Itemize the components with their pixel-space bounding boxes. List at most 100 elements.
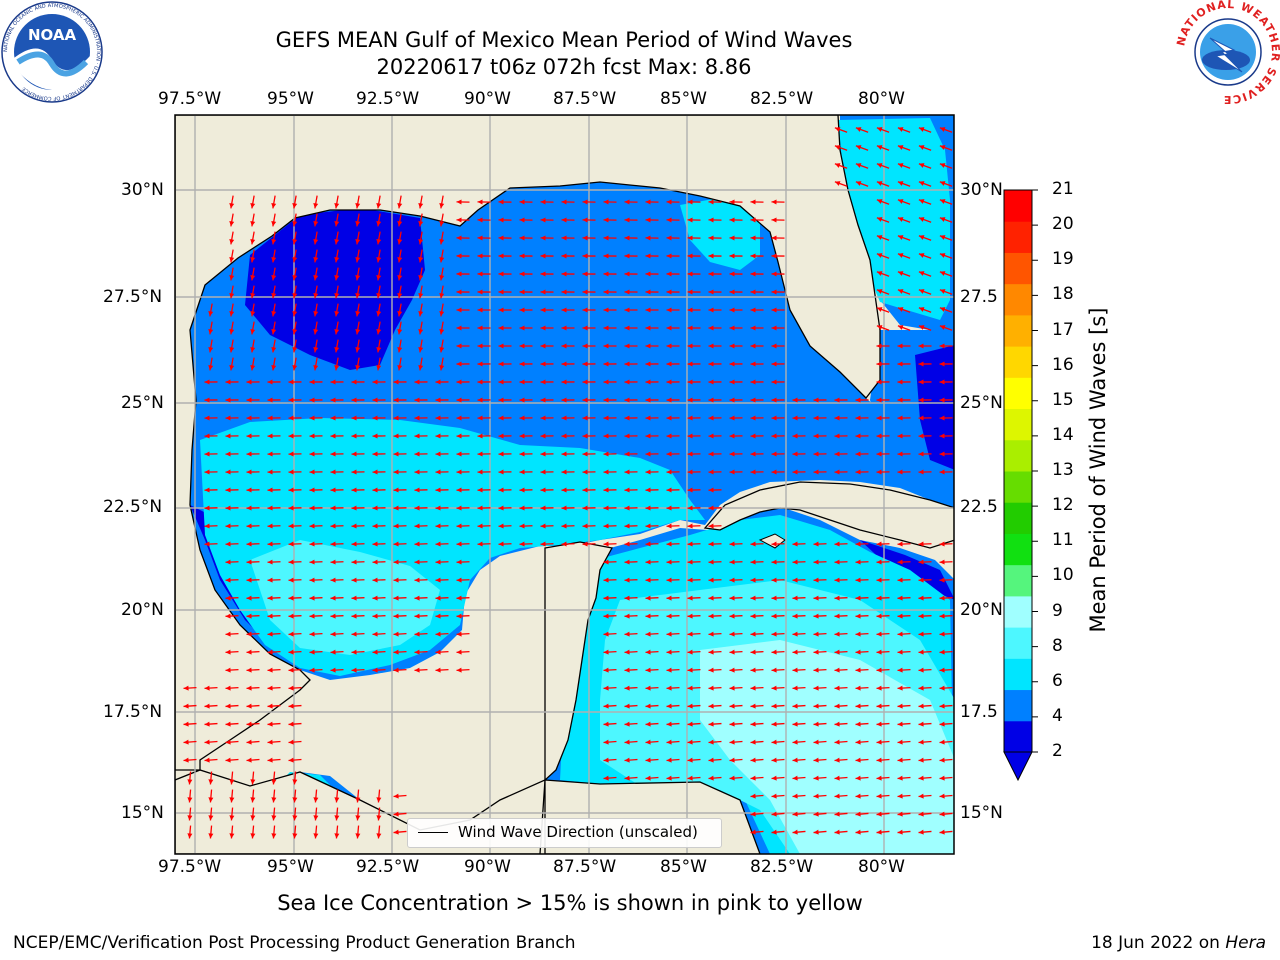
wave-direction-arrowhead <box>372 433 378 439</box>
wave-direction-arrowhead <box>456 235 462 241</box>
wave-direction-arrowhead <box>414 631 420 637</box>
wave-direction-arrowhead <box>225 541 231 547</box>
wave-direction-arrowhead <box>687 433 693 439</box>
wave-direction-arrowhead <box>708 235 714 241</box>
wave-direction-arrowhead <box>519 379 525 385</box>
wave-direction-arrowhead <box>771 649 777 655</box>
wave-direction-arrowhead <box>355 833 361 839</box>
wave-direction-arrowhead <box>750 253 756 259</box>
wave-direction-arrowhead <box>288 649 294 655</box>
wave-direction-arrowhead <box>834 595 840 601</box>
wave-direction-arrowhead <box>813 595 819 601</box>
wave-direction-arrowhead <box>897 145 904 150</box>
wave-direction-arrowhead <box>393 505 399 511</box>
wave-direction-arrowhead <box>355 311 361 317</box>
wave-direction-arrowhead <box>771 559 777 565</box>
wave-direction-arrowhead <box>939 127 946 132</box>
wave-direction-arrowhead <box>519 505 525 511</box>
wave-direction-arrowhead <box>918 235 925 240</box>
wave-direction-arrowhead <box>897 595 903 601</box>
wave-direction-arrowhead <box>750 541 756 547</box>
wave-direction-arrowhead <box>708 289 714 295</box>
wave-direction-arrowhead <box>666 667 672 673</box>
wave-direction-arrowhead <box>645 415 651 421</box>
wave-direction-arrowhead <box>204 433 210 439</box>
wave-direction-arrowhead <box>666 307 672 313</box>
wave-direction-arrowhead <box>229 329 235 335</box>
legend-label: Wind Wave Direction (unscaled) <box>458 823 698 841</box>
colorbar-tick-label: 11 <box>1052 530 1074 551</box>
wave-direction-arrowhead <box>519 253 525 259</box>
wave-direction-arrowhead <box>750 415 756 421</box>
wave-direction-arrowhead <box>939 667 945 673</box>
wave-direction-arrowhead <box>271 365 277 371</box>
wave-direction-arrowhead <box>498 361 504 367</box>
wave-direction-arrowhead <box>876 775 882 781</box>
wave-direction-arrowhead <box>876 433 882 439</box>
wave-direction-arrowhead <box>792 631 798 637</box>
wave-direction-arrowhead <box>876 631 882 637</box>
wave-direction-arrowhead <box>393 523 399 529</box>
wave-direction-arrowhead <box>414 523 420 529</box>
wave-direction-arrowhead <box>267 433 273 439</box>
wave-direction-arrowhead <box>582 541 588 547</box>
wave-direction-arrowhead <box>397 221 403 227</box>
wave-direction-arrowhead <box>372 613 378 619</box>
wave-direction-arrowhead <box>729 451 735 457</box>
wave-direction-arrowhead <box>708 541 714 547</box>
wave-direction-arrowhead <box>561 217 567 223</box>
wave-direction-arrowhead <box>540 325 546 331</box>
wave-direction-arrowhead <box>309 397 315 403</box>
wave-direction-arrowhead <box>246 721 252 727</box>
wave-direction-arrowhead <box>355 257 361 263</box>
wave-direction-arrowhead <box>624 541 630 547</box>
wave-direction-arrowhead <box>418 221 424 227</box>
wave-direction-arrowhead <box>292 797 298 803</box>
wave-direction-arrowhead <box>561 325 567 331</box>
wave-direction-arrowhead <box>666 577 672 583</box>
wave-direction-arrowhead <box>729 775 735 781</box>
wave-direction-arrowhead <box>918 649 924 655</box>
wave-direction-arrowhead <box>624 415 630 421</box>
wave-direction-arrowhead <box>729 703 735 709</box>
wave-direction-arrowhead <box>288 613 294 619</box>
wave-direction-arrowhead <box>708 397 714 403</box>
wave-direction-arrowhead <box>771 595 777 601</box>
wave-direction-arrowhead <box>351 469 357 475</box>
wave-direction-arrowhead <box>834 829 840 835</box>
wave-direction-arrowhead <box>414 667 420 673</box>
wave-direction-arrowhead <box>393 415 399 421</box>
wave-direction-arrowhead <box>208 329 214 335</box>
wave-direction-arrowhead <box>477 235 483 241</box>
wave-direction-arrowhead <box>393 487 399 493</box>
wave-direction-arrowhead <box>771 397 777 403</box>
wave-direction-arrowhead <box>792 721 798 727</box>
wave-direction-arrowhead <box>561 343 567 349</box>
wave-direction-arrowhead <box>918 217 925 222</box>
wave-direction-arrowhead <box>330 541 336 547</box>
wave-direction-arrowhead <box>939 199 946 204</box>
wave-direction-arrowhead <box>376 257 382 263</box>
wave-direction-arrowhead <box>687 253 693 259</box>
wave-direction-arrowhead <box>813 829 819 835</box>
wave-direction-arrowhead <box>334 257 340 263</box>
wave-direction-arrowhead <box>855 649 861 655</box>
wave-direction-arrowhead <box>229 221 235 227</box>
wave-direction-arrowhead <box>645 685 651 691</box>
wave-direction-arrowhead <box>645 775 651 781</box>
colorbar-band <box>1004 720 1032 753</box>
wave-direction-arrowhead <box>456 253 462 259</box>
lat-tick-left-5: 20°N <box>121 600 164 620</box>
wave-direction-arrowhead <box>687 559 693 565</box>
wave-direction-arrowhead <box>708 685 714 691</box>
wave-direction-arrowhead <box>435 577 441 583</box>
colorbar-tick-label: 2 <box>1052 741 1063 761</box>
wave-direction-arrowhead <box>792 811 798 817</box>
wave-direction-arrowhead <box>897 415 903 421</box>
wave-direction-arrowhead <box>771 415 777 421</box>
wave-direction-arrowhead <box>376 311 382 317</box>
wave-direction-arrowhead <box>309 505 315 511</box>
wave-direction-arrowhead <box>414 415 420 421</box>
wave-direction-arrowhead <box>813 811 819 817</box>
